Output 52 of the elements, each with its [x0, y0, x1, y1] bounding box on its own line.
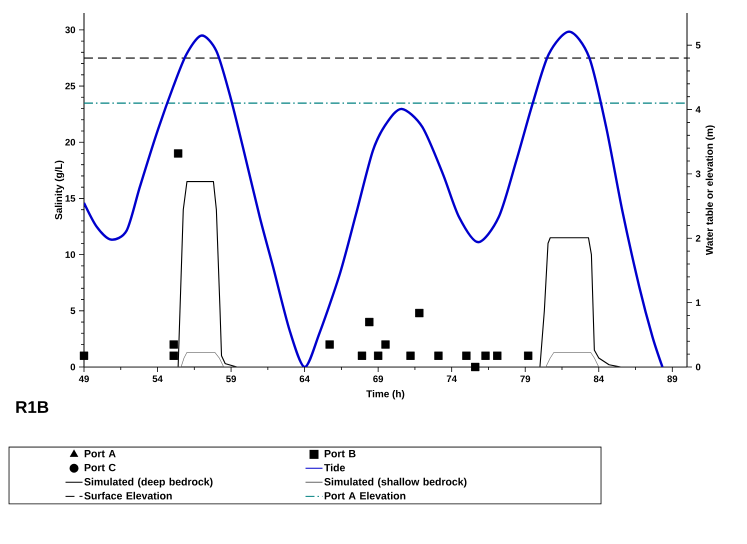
point [524, 352, 532, 360]
text: R1B [16, 401, 48, 413]
point [365, 318, 374, 326]
point [481, 352, 490, 360]
x-tick-label: 54 [152, 375, 163, 382]
y2-tick-label: 0 [696, 364, 700, 370]
y2-axis-title: Water table or elevation (m) [706, 125, 715, 256]
y2-tick-label: 2 [696, 234, 700, 242]
x-axis-title: Time (h) [366, 390, 404, 400]
point [471, 362, 480, 372]
x-tick-label: 64 [300, 376, 310, 382]
point [406, 352, 415, 360]
legend-label: Simulated (shallow bedrock) [324, 478, 466, 488]
point [358, 352, 366, 360]
y2-tick-label: 4 [696, 106, 701, 113]
y-tick-label: 0 [70, 364, 76, 370]
y-tick-label: 20 [65, 138, 76, 146]
y-tick-label: 15 [66, 195, 76, 202]
x-tick-label: 59 [226, 376, 236, 382]
point [325, 340, 334, 349]
legend-label: Port C [84, 464, 116, 472]
x-tick-label: 69 [373, 376, 384, 382]
y-tick-label: 5 [70, 308, 76, 314]
legend-label: Port A [84, 450, 116, 458]
point [493, 352, 502, 360]
legend-label: Simulated (deep bedrock) [84, 478, 213, 488]
y-tick-label: 10 [66, 251, 76, 258]
point [415, 308, 424, 318]
legend-label: Surface Elevation [84, 492, 172, 500]
point [381, 340, 390, 349]
point [462, 352, 471, 360]
y2-tick-label: 1 [696, 299, 701, 306]
x-tick-label: 84 [594, 376, 604, 382]
point [374, 352, 382, 360]
x-tick-label: 89 [667, 376, 678, 382]
legend-label: Port B [324, 450, 356, 458]
x-tick-label: 79 [520, 376, 530, 382]
point [170, 352, 178, 360]
line-series [84, 30, 664, 367]
legend-label: Tide [324, 464, 345, 472]
y2-tick-label: 5 [696, 42, 701, 48]
x-tick-label: 74 [446, 375, 457, 382]
y2-tick-label: 3 [696, 170, 700, 178]
point [174, 149, 182, 158]
y-tick-label: 30 [65, 26, 76, 34]
x-tick-label: 49 [78, 376, 89, 382]
point [434, 352, 443, 360]
y-tick-label: 25 [65, 82, 76, 90]
point [170, 340, 178, 349]
legend-label: Port A Elevation [324, 492, 406, 500]
y-axis-title: Salinity (g/L) [54, 160, 64, 220]
point [80, 352, 88, 360]
